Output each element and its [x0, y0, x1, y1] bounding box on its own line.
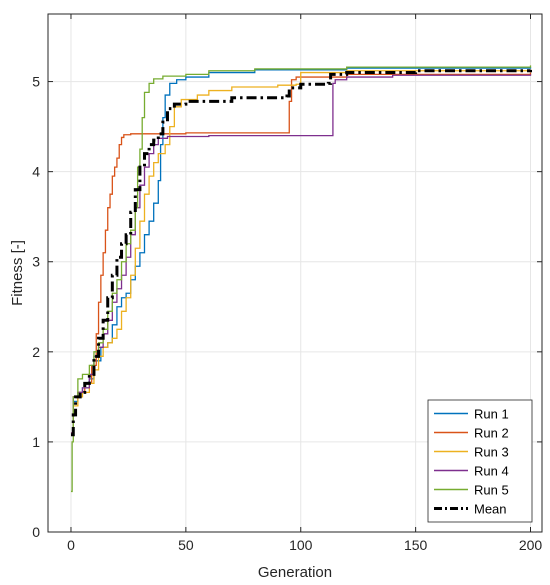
legend: Run 1 Run 2 Run 3 Run 4 Run 5 Mean [427, 399, 533, 523]
plot-frame [47, 13, 543, 533]
y-axis-label: Fitness [-] [9, 240, 26, 306]
series-line-run-5 [70, 65, 532, 493]
legend-entry: Run 4 [474, 464, 509, 479]
legend-entry: Run 2 [474, 426, 509, 441]
legend-entry: Run 1 [474, 407, 509, 422]
series-line-run-3 [70, 69, 532, 434]
x-tick-label: 200 [519, 537, 543, 553]
legend-entry: Run 5 [474, 483, 509, 498]
legend-entry: Mean [474, 502, 507, 517]
legend-entry: Run 3 [474, 445, 509, 460]
grid [48, 14, 542, 533]
x-tick-label: 100 [289, 537, 313, 553]
y-tick-label: 5 [32, 74, 40, 90]
series-lines [70, 65, 533, 493]
x-tick-label: 150 [404, 537, 428, 553]
y-tick-label: 2 [32, 344, 40, 360]
y-tick-label: 0 [32, 524, 40, 540]
x-axis-label: Generation [258, 564, 332, 581]
x-tick-label: 0 [67, 537, 75, 553]
y-axis-ticks: 0 1 2 3 4 5 [32, 74, 542, 540]
y-tick-label: 3 [32, 254, 40, 270]
y-tick-label: 1 [32, 434, 40, 450]
x-tick-label: 50 [178, 537, 194, 553]
series-line-mean [70, 69, 533, 437]
legend-box [427, 399, 533, 523]
x-axis-ticks: 0 50 100 150 200 [67, 14, 542, 553]
y-tick-label: 4 [32, 164, 40, 180]
